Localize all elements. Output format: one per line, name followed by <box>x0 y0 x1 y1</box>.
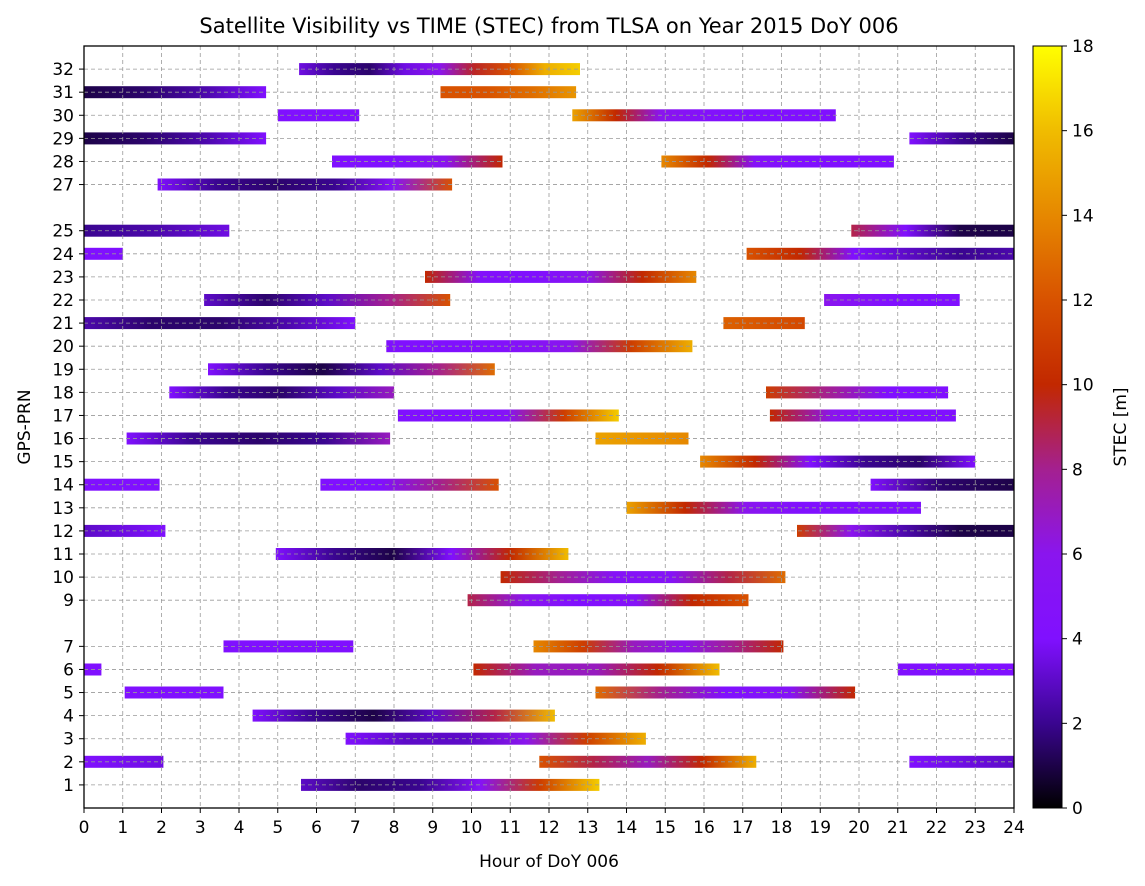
y-tick-label: 21 <box>52 314 74 334</box>
pass-bar-prn-22 <box>204 294 451 306</box>
x-tick-label: 17 <box>732 818 754 838</box>
x-tick-label: 6 <box>311 818 322 838</box>
x-tick-label: 1 <box>117 818 128 838</box>
y-tick-label: 32 <box>52 60 74 80</box>
y-tick-label: 7 <box>63 637 74 657</box>
x-tick-label: 4 <box>234 818 245 838</box>
pass-bar-prn-31 <box>440 86 577 99</box>
y-tick-label: 18 <box>52 383 74 403</box>
y-tick-label: 16 <box>52 430 74 450</box>
y-tick-label: 10 <box>52 568 74 588</box>
y-tick-label: 22 <box>52 291 74 311</box>
y-tick-label: 11 <box>52 545 74 565</box>
x-tick-label: 12 <box>538 818 560 838</box>
y-tick-label: 1 <box>63 776 74 796</box>
colorbar-tick-label: 18 <box>1072 37 1094 57</box>
colorbar-tick-label: 0 <box>1072 799 1083 819</box>
y-tick-label: 25 <box>52 222 74 242</box>
y-tick-label: 24 <box>52 245 74 265</box>
x-tick-label: 19 <box>809 818 831 838</box>
pass-bar-prn-5 <box>124 686 224 699</box>
x-tick-label: 14 <box>616 818 638 838</box>
y-tick-label: 12 <box>52 522 74 542</box>
pass-bar-prn-30 <box>572 109 836 122</box>
pass-bar-prn-15 <box>700 455 976 468</box>
colorbar-gradient <box>1032 45 1063 809</box>
colorbar-tick-label: 16 <box>1072 122 1094 142</box>
pass-bar-prn-24 <box>746 247 1014 260</box>
pass-bar-prn-14 <box>870 478 1014 491</box>
y-tick-label: 13 <box>52 499 74 519</box>
x-tick-label: 3 <box>195 818 206 838</box>
x-tick-label: 8 <box>389 818 400 838</box>
y-tick-label: 27 <box>52 176 74 196</box>
y-tick-label: 19 <box>52 360 74 380</box>
y-tick-label: 9 <box>63 591 74 611</box>
y-tick-label: 2 <box>63 753 74 773</box>
pass-bar-prn-16 <box>126 432 391 445</box>
colorbar-tick-label: 10 <box>1072 376 1094 396</box>
colorbar-tick-label: 8 <box>1072 460 1083 480</box>
x-tick-label: 9 <box>427 818 438 838</box>
x-tick-label: 0 <box>79 818 90 838</box>
pass-bar-prn-3 <box>345 732 646 745</box>
x-tick-label: 10 <box>461 818 483 838</box>
pass-bar-prn-5 <box>595 686 856 699</box>
colorbar-tick-label: 14 <box>1072 206 1094 226</box>
y-tick-label: 29 <box>52 129 74 149</box>
x-tick-label: 24 <box>1003 818 1025 838</box>
x-tick-label: 5 <box>272 818 283 838</box>
colorbar-tick-label: 6 <box>1072 545 1083 565</box>
x-tick-label: 13 <box>577 818 599 838</box>
y-tick-label: 30 <box>52 106 74 126</box>
colorbar-ticks: 0 2 4 6 8 10 12 14 16 18 <box>1062 37 1094 819</box>
colorbar-tick-label: 12 <box>1072 291 1094 311</box>
x-tick-label: 15 <box>654 818 676 838</box>
y-tick-label: 4 <box>63 707 74 727</box>
y-tick-label: 20 <box>52 337 74 357</box>
y-tick-label: 17 <box>52 406 74 426</box>
y-tick-label: 14 <box>52 476 74 496</box>
plot-grid <box>84 46 1014 808</box>
y-tick-label: 5 <box>63 684 74 704</box>
pass-bar-prn-32 <box>299 63 580 76</box>
y-tick-label: 28 <box>52 152 74 172</box>
x-tick-label: 11 <box>499 818 521 838</box>
pass-bar-prn-28 <box>332 155 503 168</box>
pass-bar-prn-17 <box>397 409 619 422</box>
y-axis-label: GPS-PRN <box>15 389 35 464</box>
y-axis-ticks: 1234567910111213141516171819202122232425… <box>52 60 84 796</box>
pass-bar-prn-4 <box>252 709 555 722</box>
colorbar-tick-label: 2 <box>1072 714 1083 734</box>
pass-bar-prn-24 <box>84 247 123 260</box>
x-axis-label: Hour of DoY 006 <box>479 852 619 872</box>
x-tick-label: 18 <box>771 818 793 838</box>
pass-bar-prn-12 <box>84 524 166 537</box>
x-tick-label: 20 <box>848 818 870 838</box>
x-tick-label: 16 <box>693 818 715 838</box>
colorbar: 0 2 4 6 8 10 12 14 16 18 STEC [m] <box>1032 37 1131 819</box>
x-tick-label: 23 <box>964 818 986 838</box>
pass-bar-prn-9 <box>467 594 749 607</box>
y-tick-label: 23 <box>52 268 74 288</box>
pass-bar-prn-10 <box>500 571 786 584</box>
x-tick-label: 2 <box>156 818 167 838</box>
chart-title: Satellite Visibility vs TIME (STEC) from… <box>199 14 898 38</box>
x-tick-label: 21 <box>887 818 909 838</box>
colorbar-label: STEC [m] <box>1111 387 1131 466</box>
colorbar-tick-label: 4 <box>1072 630 1083 650</box>
y-tick-label: 3 <box>63 730 74 750</box>
y-tick-label: 31 <box>52 83 74 103</box>
x-axis-ticks: 0 1 2 3 4 5 6 7 8 9 10 11 12 13 14 15 16 17 18 19 20 21 22 23 24 <box>79 808 1025 838</box>
y-tick-label: 6 <box>63 660 74 680</box>
y-tick-label: 15 <box>52 453 74 473</box>
plot-bars <box>84 63 1015 791</box>
pass-bar-prn-2 <box>84 755 164 768</box>
x-tick-label: 7 <box>350 818 361 838</box>
x-tick-label: 22 <box>926 818 948 838</box>
